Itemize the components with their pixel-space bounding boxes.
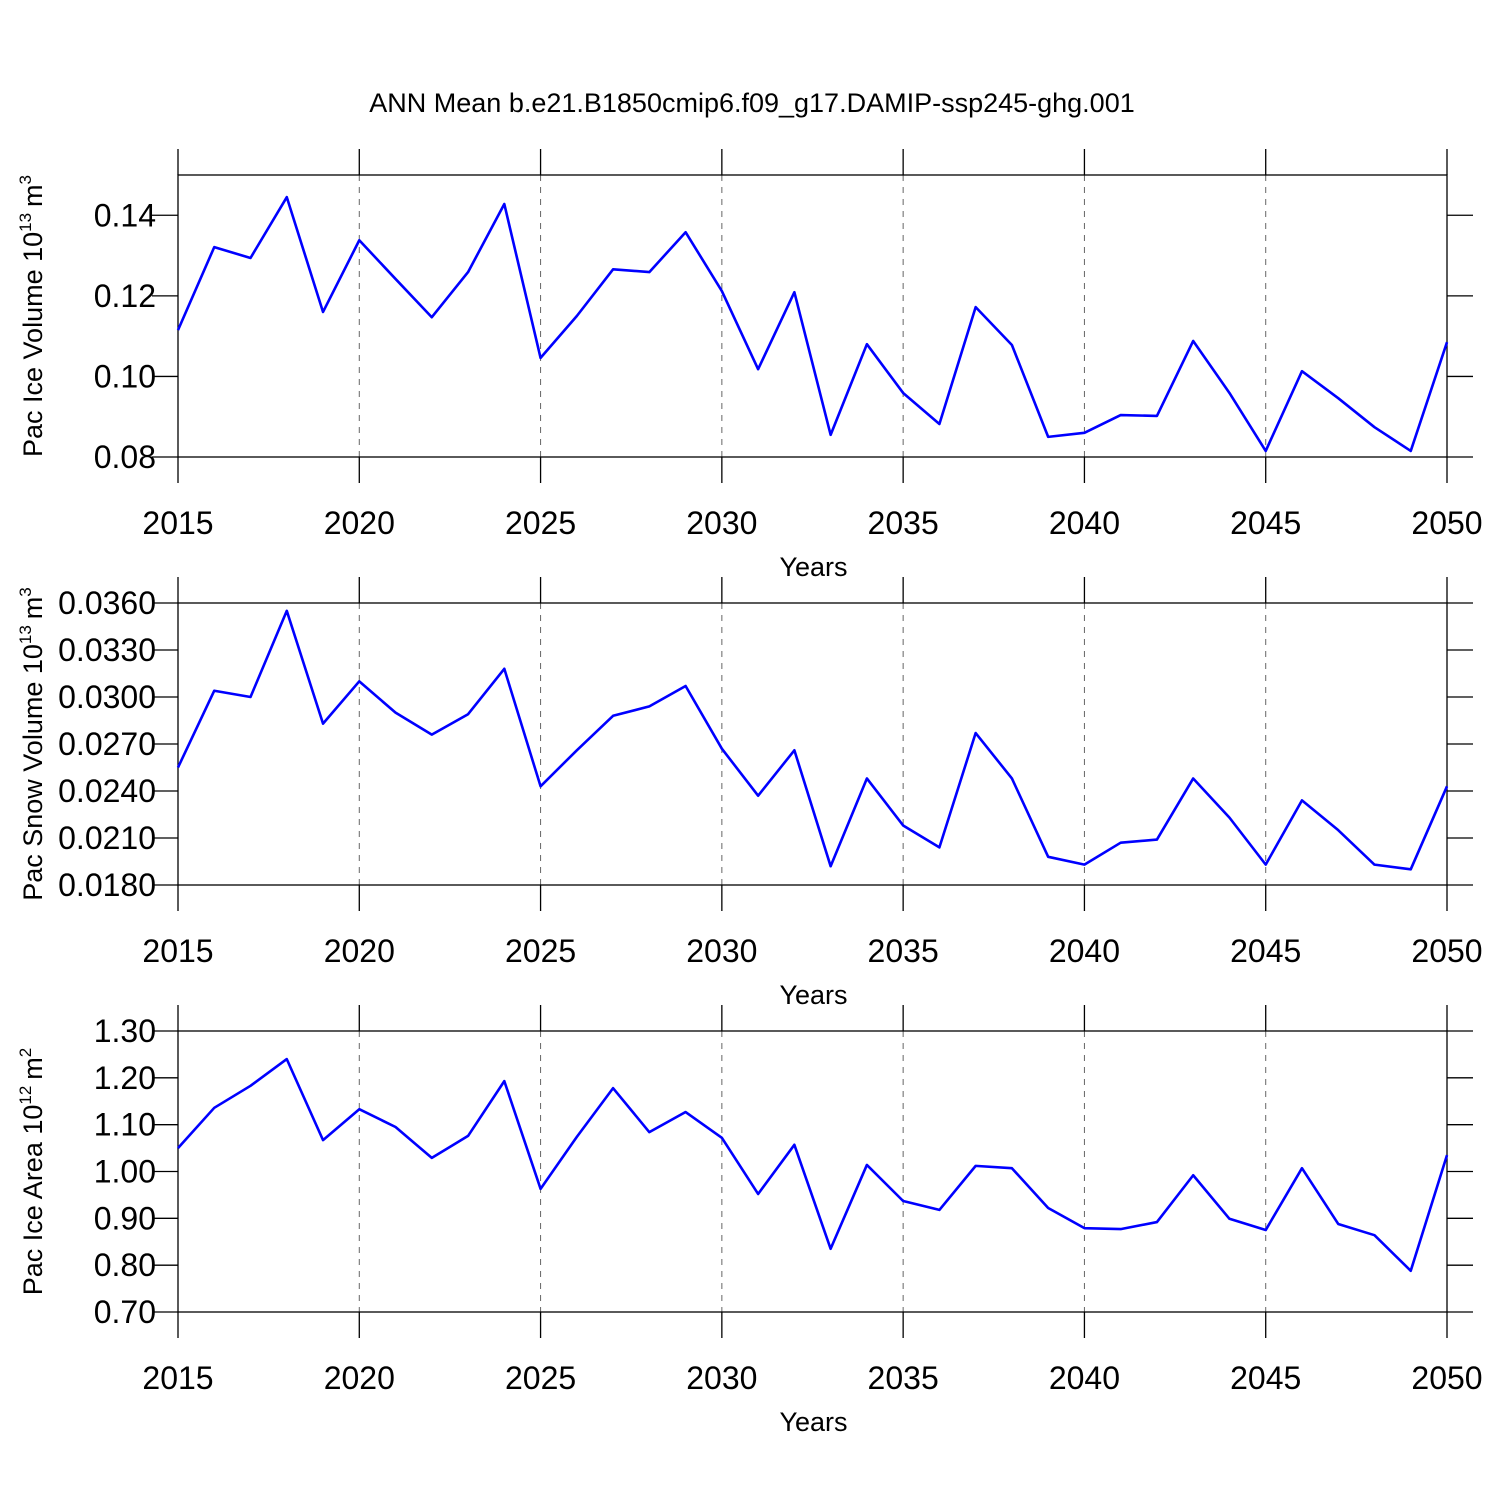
x-tick-label: 2015 [142, 1360, 213, 1396]
y-axis-label: Pac Snow Volume 1013 m3 [16, 587, 48, 901]
y-axis-label-exp: 13 [16, 625, 35, 644]
x-tick-label: 2050 [1411, 1360, 1482, 1396]
y-axis-label-text: Pac Ice Area 10 [18, 1105, 48, 1296]
y-tick-label: 0.0300 [58, 679, 156, 715]
x-tick-label: 2020 [324, 933, 395, 969]
x-tick-label: 2045 [1230, 1360, 1301, 1396]
y-tick-label: 1.20 [94, 1060, 156, 1096]
x-tick-label: 2045 [1230, 933, 1301, 969]
x-tick-label: 2040 [1049, 505, 1120, 541]
x-tick-label: 2015 [142, 505, 213, 541]
y-axis-label-clip: Pac Snow Volume 1013 m3 [16, 587, 48, 901]
y-tick-label: 0.90 [94, 1200, 156, 1236]
y-axis-label-clip: Pac Ice Volume 1013 m3 [16, 175, 48, 457]
x-tick-label: 2040 [1049, 1360, 1120, 1396]
x-tick-label: 2040 [1049, 933, 1120, 969]
x-tick-label: 2035 [868, 933, 939, 969]
y-axis-label-unit-exp: 3 [16, 175, 35, 184]
x-tick-label: 2030 [686, 933, 757, 969]
x-axis-label: Years [779, 1407, 847, 1437]
x-axis-label: Years [779, 552, 847, 582]
y-tick-label: 0.10 [94, 358, 156, 394]
x-tick-label: 2035 [868, 505, 939, 541]
x-tick-label: 2050 [1411, 505, 1482, 541]
panel: 2015 2020 2025 2030 2035 2040 2045 2050 0.70 0.80… [16, 1005, 1483, 1437]
x-axis-label: Years [779, 980, 847, 1010]
panel: 2015 2020 2025 2030 2035 2040 2045 2050 0.08 0.10… [16, 149, 1483, 582]
y-axis-label-exp: 13 [16, 213, 35, 232]
y-axis-label-clip: Pac Ice Area 1012 m2 [16, 1048, 48, 1296]
y-tick-label: 0.0360 [58, 585, 156, 621]
data-line [176, 195, 1449, 453]
y-axis-label-unit-exp: 2 [16, 1048, 35, 1057]
x-tick-label: 2030 [686, 505, 757, 541]
x-tick-label: 2030 [686, 1360, 757, 1396]
x-tick-label: 2025 [505, 1360, 576, 1396]
y-tick-label: 1.00 [94, 1154, 156, 1190]
panel: 2015 2020 2025 2030 2035 2040 2045 2050 0.0180 0.… [16, 577, 1483, 1010]
y-axis-label-text: Pac Snow Volume 10 [18, 644, 48, 901]
x-tick-label: 2050 [1411, 933, 1482, 969]
data-line [177, 1057, 1449, 1273]
y-tick-label: 1.10 [94, 1107, 156, 1143]
y-tick-label: 1.30 [94, 1013, 156, 1049]
y-tick-label: 0.0210 [58, 820, 156, 856]
data-line [176, 609, 1449, 871]
y-axis-label-text: Pac Ice Volume 10 [18, 232, 48, 457]
y-tick-label: 0.0180 [58, 867, 156, 903]
y-axis-label-unit-exp: 3 [16, 587, 35, 596]
plot-frame [177, 602, 1448, 886]
plot-frame [177, 174, 1448, 458]
y-tick-label: 0.80 [94, 1247, 156, 1283]
plot-frame [177, 1030, 1448, 1313]
y-axis-label-unit: m [18, 184, 48, 207]
y-tick-label: 0.70 [94, 1294, 156, 1330]
y-axis-label: Pac Ice Volume 1013 m3 [16, 175, 48, 457]
y-axis-label-exp: 12 [16, 1086, 35, 1105]
x-tick-label: 2035 [868, 1360, 939, 1396]
y-tick-label: 0.0330 [58, 632, 156, 668]
x-tick-label: 2015 [142, 933, 213, 969]
y-tick-label: 0.14 [94, 197, 156, 233]
figure-title: ANN Mean b.e21.B1850cmip6.f09_g17.DAMIP-… [369, 88, 1134, 118]
y-axis-label-unit: m [18, 1057, 48, 1080]
y-tick-label: 0.0270 [58, 726, 156, 762]
x-tick-label: 2025 [505, 505, 576, 541]
y-tick-label: 0.08 [94, 439, 156, 475]
y-tick-label: 0.0240 [58, 773, 156, 809]
x-tick-label: 2020 [324, 1360, 395, 1396]
x-tick-label: 2025 [505, 933, 576, 969]
y-tick-label: 0.12 [94, 278, 156, 314]
y-axis-label-unit: m [18, 597, 48, 620]
x-tick-label: 2045 [1230, 505, 1301, 541]
y-axis-label: Pac Ice Area 1012 m2 [16, 1048, 48, 1296]
x-tick-label: 2020 [324, 505, 395, 541]
